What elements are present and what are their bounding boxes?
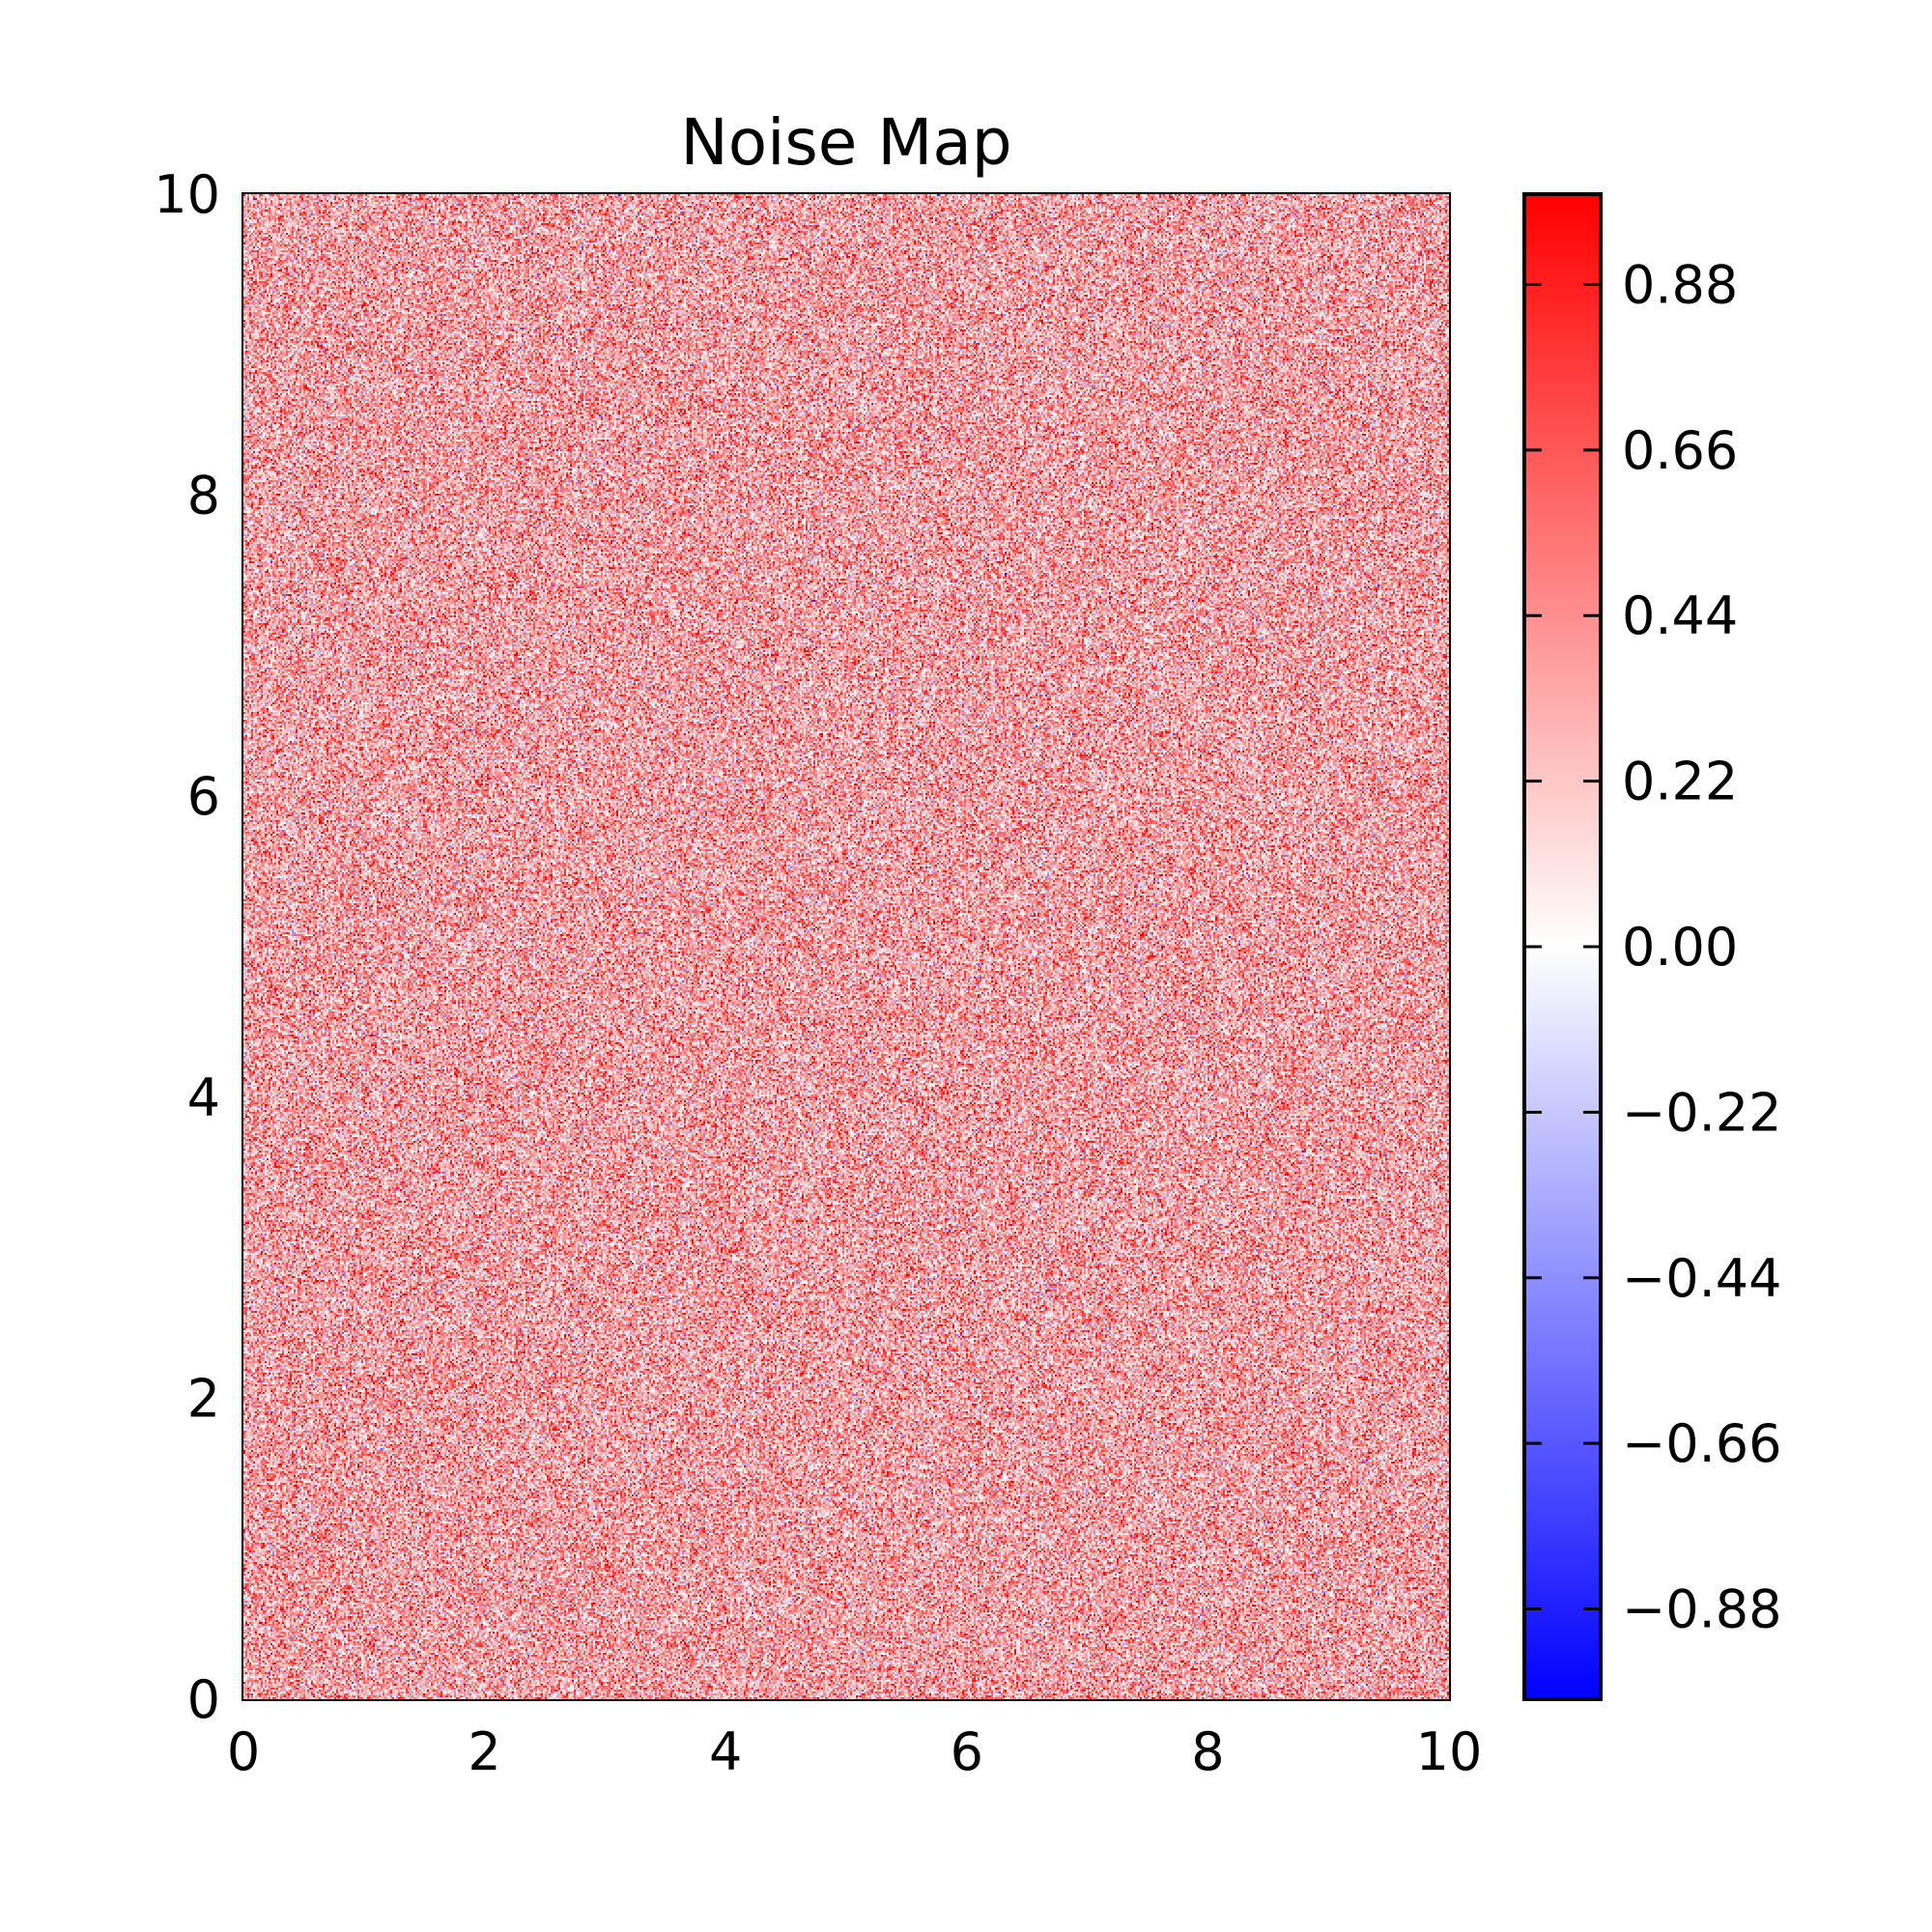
- colorbar-tick-label: 0.66: [1622, 420, 1738, 481]
- x-tick-label: 6: [951, 1721, 983, 1782]
- y-tick-label: 4: [187, 1067, 220, 1128]
- x-tick-label: 0: [227, 1721, 260, 1782]
- x-tick-label: 2: [468, 1721, 500, 1782]
- colorbar-tick-label: 0.88: [1622, 254, 1738, 315]
- y-tick-label: 10: [154, 164, 220, 225]
- y-tick-label: 0: [187, 1669, 220, 1730]
- colorbar-tick-label: 0.44: [1622, 585, 1738, 646]
- noise-heatmap: [243, 194, 1449, 1699]
- y-tick-label: 2: [187, 1368, 220, 1429]
- x-tick-label: 10: [1416, 1721, 1483, 1782]
- x-tick-label: 4: [709, 1721, 742, 1782]
- y-axis-ticks: 0 2 4 6 8 10: [154, 164, 1449, 1730]
- y-tick-label: 8: [187, 466, 220, 526]
- colorbar-tick-label: 0.22: [1622, 752, 1738, 812]
- x-tick-label: 8: [1191, 1721, 1224, 1782]
- y-tick-label: 6: [187, 766, 220, 827]
- chart-title: Noise Map: [680, 105, 1011, 180]
- colorbar-tick-label: −0.66: [1622, 1413, 1781, 1474]
- colorbar-tick-label: 0.00: [1622, 917, 1738, 978]
- colorbar-tick-label: −0.44: [1622, 1248, 1781, 1309]
- colorbar-ticks: 0.88 0.66 0.44 0.22 0.00 −0.22 −0.44 −0.66 −0.88: [1524, 254, 1781, 1640]
- colorbar-tick-label: −0.22: [1622, 1082, 1781, 1143]
- colorbar: 0.88 0.66 0.44 0.22 0.00 −0.22 −0.44 −0.66 −0.88: [1522, 192, 1781, 1701]
- colorbar-tick-label: −0.88: [1622, 1579, 1781, 1640]
